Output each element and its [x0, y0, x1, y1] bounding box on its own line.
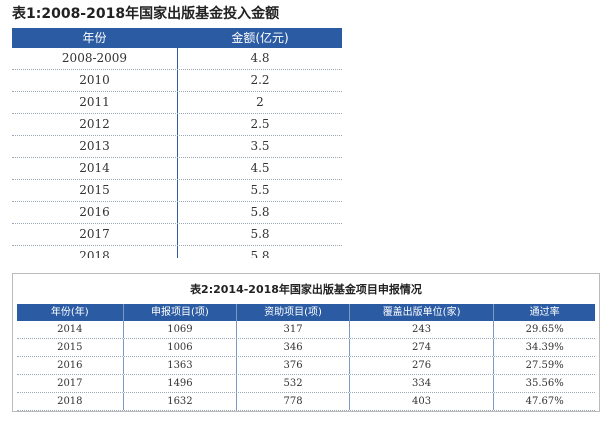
table-row: 2008-2009 4.8 — [12, 48, 342, 70]
table-cell: 2008-2009 — [61, 51, 128, 65]
table-row: 2012 2.5 — [12, 114, 342, 136]
table-cell: 403 — [348, 393, 494, 410]
table-cell: 2011 — [79, 95, 110, 109]
header-cell: 年份(年) — [50, 307, 89, 318]
table-cell: 276 — [348, 357, 494, 374]
table-row: 2015 1006 346 274 34.39% — [17, 339, 595, 357]
table-cell: 2015 — [79, 183, 110, 197]
table-row: 2014 4.5 — [12, 158, 342, 180]
table-cell: 5.5 — [177, 180, 342, 201]
table-cell: 2017 — [79, 227, 110, 241]
table-cell: 2.2 — [177, 70, 342, 91]
table-cell: 29.65% — [493, 321, 595, 338]
table-row: 2010 2.2 — [12, 70, 342, 92]
table-cell: 243 — [348, 321, 494, 338]
header-row: 年份 金额(亿元) — [12, 28, 342, 48]
table-row: 2018 5.8 — [12, 246, 342, 258]
table-cell: 47.67% — [493, 393, 595, 410]
table-cell: 27.59% — [493, 357, 595, 374]
table-cell: 532 — [236, 375, 349, 392]
table-1: 表1:2008-2018年国家出版基金投入金额 年份 金额(亿元) 2008-200… — [12, 0, 342, 258]
table-cell: 2 — [177, 92, 342, 113]
table-cell: 2012 — [79, 117, 110, 131]
header-row: 年份(年) 申报项目(项) 资助项目(项) 覆盖出版单位(家) 通过率 — [17, 304, 595, 321]
header-cell: 资助项目(项) — [236, 304, 349, 321]
table-cell: 2013 — [79, 139, 110, 153]
table-cell: 346 — [236, 339, 349, 356]
table-title: 表1:2008-2018年国家出版基金投入金额 — [12, 6, 280, 22]
table-cell: 1006 — [122, 339, 237, 356]
table-cell: 2018 — [57, 396, 83, 407]
table-cell: 376 — [236, 357, 349, 374]
table-cell: 2014 — [79, 161, 110, 175]
table-cell: 2016 — [79, 205, 110, 219]
table-cell: 5.8 — [177, 246, 342, 258]
table-row: 2014 1069 317 243 29.65% — [17, 321, 595, 339]
table-cell: 2014 — [57, 324, 83, 335]
table-cell: 2.5 — [177, 114, 342, 135]
table-cell: 1069 — [122, 321, 237, 338]
table-cell: 2010 — [79, 73, 110, 87]
table-row: 2018 1632 778 403 47.67% — [17, 393, 595, 411]
table-cell: 1632 — [122, 393, 237, 410]
table-cell: 1363 — [122, 357, 237, 374]
table-cell: 3.5 — [177, 136, 342, 157]
header-cell: 申报项目(项) — [122, 304, 237, 321]
table-2: 表2:2014-2018年国家出版基金项目申报情况 年份(年) 申报项目(项) 资助… — [12, 273, 600, 412]
header-cell: 金额(亿元) — [177, 28, 342, 48]
table-cell: 4.8 — [177, 48, 342, 69]
table-cell: 2016 — [57, 360, 83, 371]
table-cell: 274 — [348, 339, 494, 356]
table-cell: 5.8 — [177, 224, 342, 245]
table-cell: 5.8 — [177, 202, 342, 223]
header-cell: 年份 — [82, 31, 107, 45]
table-row: 2017 1496 532 334 35.56% — [17, 375, 595, 393]
table-cell: 35.56% — [493, 375, 595, 392]
table-row: 2016 1363 376 276 27.59% — [17, 357, 595, 375]
table-cell: 334 — [348, 375, 494, 392]
table-cell: 4.5 — [177, 158, 342, 179]
header-cell: 通过率 — [493, 304, 595, 321]
header-cell: 覆盖出版单位(家) — [348, 304, 494, 321]
table-cell: 2015 — [57, 342, 83, 353]
table-row: 2013 3.5 — [12, 136, 342, 158]
table-row: 2017 5.8 — [12, 224, 342, 246]
table-row: 2016 5.8 — [12, 202, 342, 224]
table-cell: 2018 — [79, 249, 110, 258]
table-cell: 2017 — [57, 378, 83, 389]
table-row: 2011 2 — [12, 92, 342, 114]
table-title: 表2:2014-2018年国家出版基金项目申报情况 — [190, 283, 422, 296]
table-cell: 778 — [236, 393, 349, 410]
table-cell: 317 — [236, 321, 349, 338]
table-cell: 34.39% — [493, 339, 595, 356]
table-cell: 1496 — [122, 375, 237, 392]
table-row: 2015 5.5 — [12, 180, 342, 202]
